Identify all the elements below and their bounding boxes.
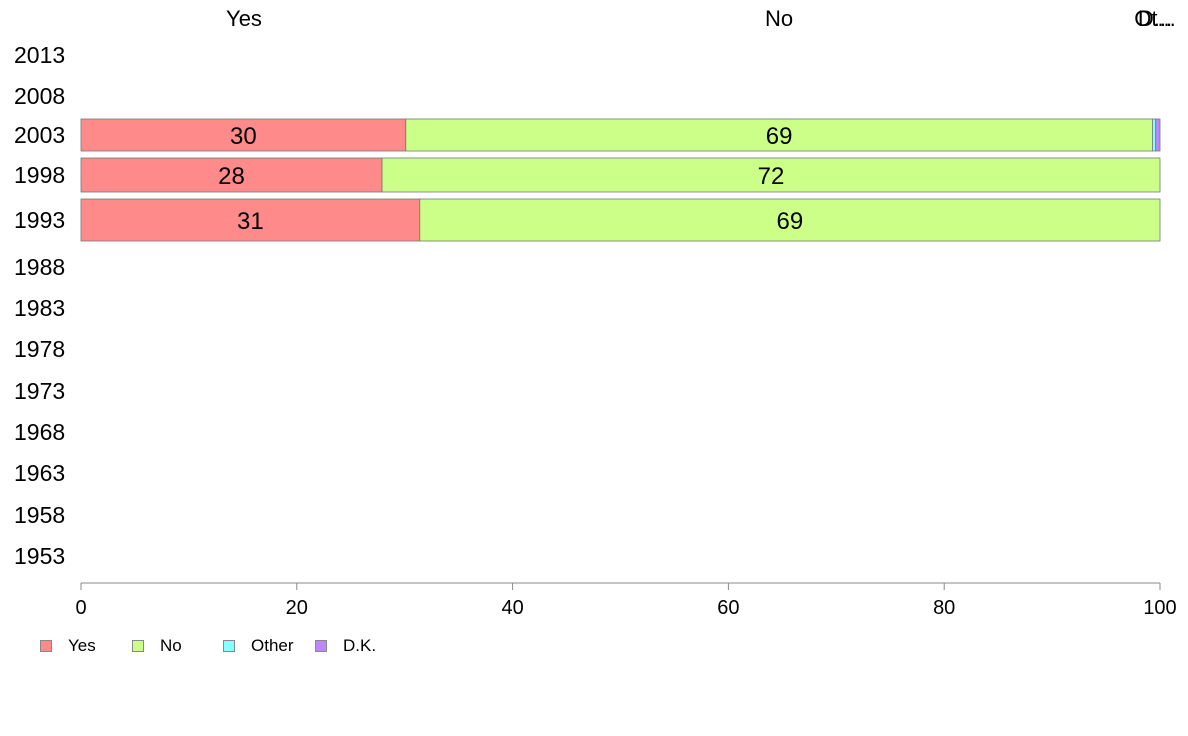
legend-item-no: No [132,636,223,656]
data-label-2003-yes: 30 [230,123,257,150]
bar-2003-other [1152,118,1157,152]
column-label-1: No [765,6,793,31]
bar-1993-no [419,198,1161,242]
y-tick-label-1993: 1993 [14,207,65,233]
y-tick-label-1998: 1998 [14,162,65,188]
x-tick-label-80: 80 [933,597,955,619]
legend-label-dk: D.K. [343,636,377,655]
data-label-1993-yes: 31 [237,208,264,235]
legend-swatch-no [132,640,144,652]
data-label-1998-no: 72 [758,163,785,190]
y-tick-label-1968: 1968 [14,419,65,445]
x-tick-label-40: 40 [501,597,523,619]
x-tick-label-60: 60 [717,597,739,619]
legend-swatch-yes [40,640,52,652]
y-tick-label-1978: 1978 [14,336,65,362]
legend-label-no: No [160,636,182,655]
legend-label-yes: Yes [68,636,96,655]
bar-1998-no [381,157,1161,193]
y-tick-label-1953: 1953 [14,543,65,569]
y-tick-label-2008: 2008 [14,83,65,109]
data-label-2003-no: 69 [766,123,793,150]
bar-2003-dk [1155,118,1161,152]
legend-item-yes: Yes [40,636,132,656]
y-tick-label-1983: 1983 [14,295,65,321]
y-tick-label-1958: 1958 [14,502,65,528]
column-label-0: Yes [226,6,262,31]
column-label-2: Ot... [1134,6,1176,31]
y-tick-label-2013: 2013 [14,42,65,68]
column-label-3: D... [1138,6,1172,31]
legend-item-dk: D.K. [315,636,376,656]
data-label-1998-yes: 28 [218,163,245,190]
legend: Yes No Other D.K. [40,636,376,656]
y-tick-label-1963: 1963 [14,460,65,486]
y-tick-label-1973: 1973 [14,378,65,404]
bar-2003-no [405,118,1153,152]
data-label-1993-no: 69 [777,208,804,235]
y-tick-label-1988: 1988 [14,254,65,280]
legend-swatch-other [223,640,235,652]
x-tick-label-20: 20 [286,597,308,619]
legend-item-other: Other [223,636,315,656]
legend-swatch-dk [315,640,327,652]
legend-label-other: Other [251,636,294,655]
bar-1993-yes [80,198,421,242]
y-tick-label-2003: 2003 [14,122,65,148]
bar-2003-yes [80,118,407,152]
x-tick-label-100: 100 [1143,597,1176,619]
x-tick-label-0: 0 [75,597,86,619]
bar-1998-yes [80,157,383,193]
